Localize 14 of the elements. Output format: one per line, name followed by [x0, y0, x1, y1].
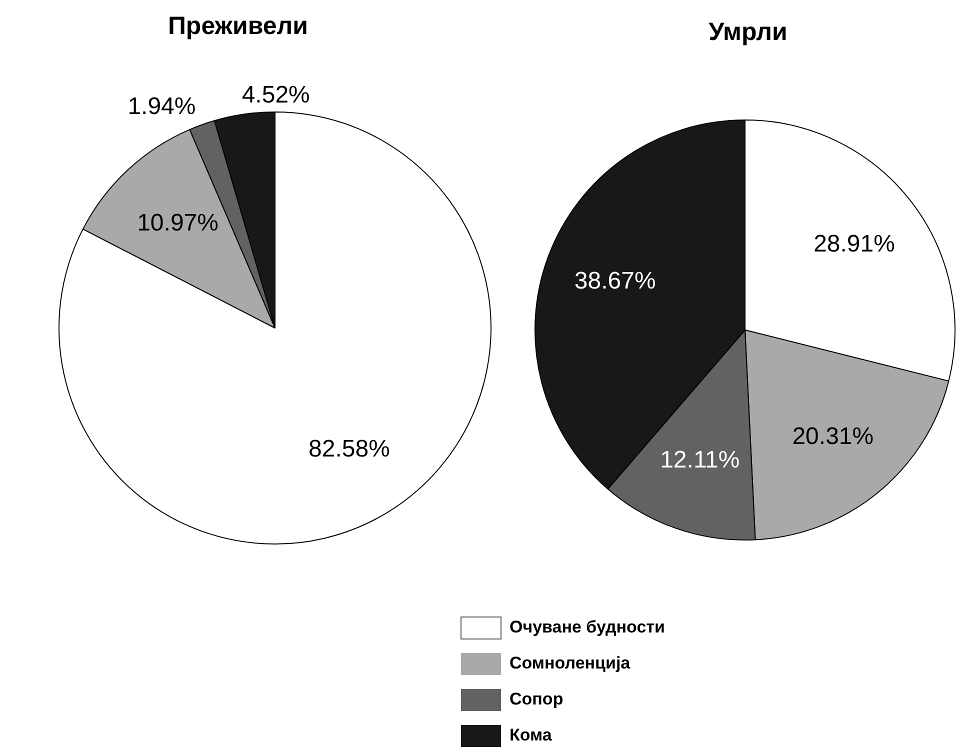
data-label: 28.91%	[814, 230, 895, 258]
legend-label: Сопор	[510, 690, 564, 709]
data-label: 38.67%	[574, 267, 656, 294]
slice-label: Очуване будности	[510, 618, 665, 637]
data-label: 4.52%	[242, 82, 310, 109]
slice-label: Умрли	[708, 18, 788, 46]
data-label: 20.31%	[792, 422, 874, 450]
legend-label: Сомноленција	[510, 654, 631, 673]
legend-label: Кома	[510, 726, 552, 745]
data-label: 1.94%	[128, 93, 196, 120]
data-label: 12.11%	[660, 446, 740, 474]
data-label: 10.97%	[137, 209, 218, 236]
data-label: 82.58%	[308, 435, 390, 462]
slice-label: Преживели	[168, 12, 308, 40]
